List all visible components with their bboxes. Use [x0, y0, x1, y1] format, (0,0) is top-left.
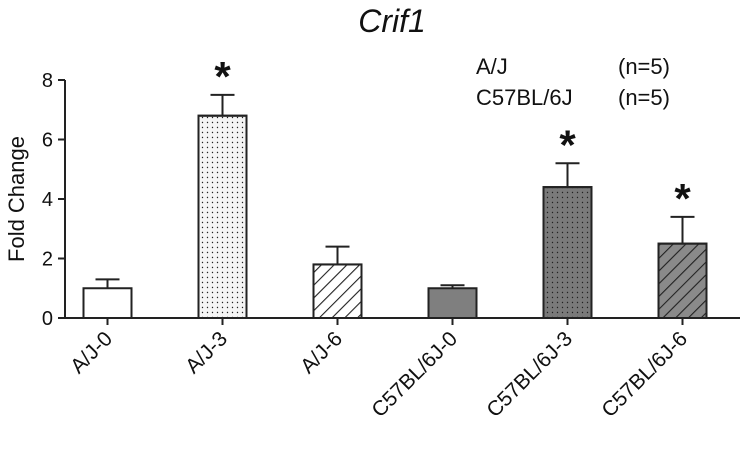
bar	[82, 287, 133, 319]
legend-n: (n=5)	[618, 85, 670, 110]
legend-n: (n=5)	[618, 54, 670, 79]
x-tick-label: A/J-0	[66, 327, 117, 378]
x-tick-label: C57BL/6J-3	[482, 327, 577, 422]
bar	[427, 287, 478, 319]
legend-label: C57BL/6J	[476, 85, 573, 110]
bar-pattern	[312, 263, 363, 320]
significance-marker: *	[559, 121, 576, 168]
y-tick-label: 6	[42, 130, 53, 152]
x-tick-label: C57BL/6J-0	[367, 327, 462, 422]
y-tick-label: 8	[42, 70, 53, 92]
y-tick-label: 4	[42, 189, 53, 211]
y-axis-label: Fold Change	[4, 136, 29, 262]
chart-title: Crif1	[358, 3, 426, 39]
legend-label: A/J	[476, 54, 508, 79]
y-tick-label: 0	[42, 308, 53, 330]
x-tick-label: A/J-3	[181, 327, 232, 378]
x-tick-label: C57BL/6J-6	[597, 327, 692, 422]
x-tick-label: A/J-6	[296, 327, 347, 378]
bar-pattern	[657, 242, 708, 319]
significance-marker: *	[214, 53, 231, 100]
significance-marker: *	[674, 175, 691, 222]
bar-pattern	[197, 114, 248, 319]
y-tick-label: 2	[42, 249, 53, 271]
bar-pattern	[542, 186, 593, 319]
